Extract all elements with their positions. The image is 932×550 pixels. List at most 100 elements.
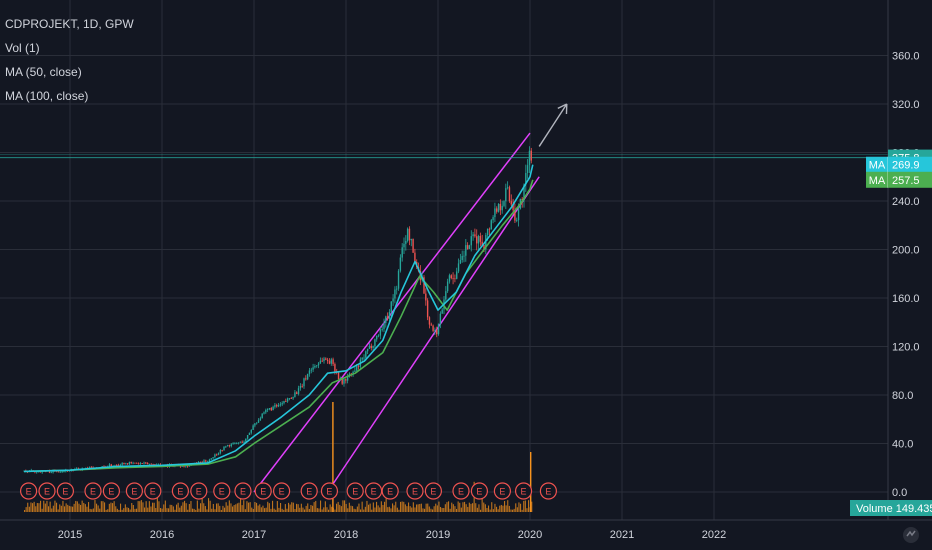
volume-bar [510,509,512,512]
volume-bar [390,508,392,512]
candle-body [245,438,247,442]
candle-body [243,441,245,443]
symbol-title[interactable]: CDPROJEKT, 1D, GPW [5,17,134,31]
indicator-ma50[interactable]: MA (50, close) [5,65,82,79]
volume-bar [254,501,256,512]
arrow-head [557,103,568,110]
volume-bar [32,503,34,512]
volume-bar [57,509,59,512]
volume-bar [388,506,390,512]
volume-bar [228,500,230,512]
volume-bar [414,507,416,512]
volume-bar [347,508,349,512]
volume-bar [51,508,53,512]
earnings-marker-icon[interactable] [346,482,364,500]
candle-body [526,165,529,174]
earnings-marker-icon[interactable] [452,482,470,500]
earnings-marker-icon[interactable] [20,482,38,500]
volume-bar [451,502,453,512]
earnings-marker-icon[interactable] [254,482,272,500]
tradingview-logo-icon[interactable] [902,526,920,544]
time-tick-label: 2017 [242,529,266,541]
projection-arrow-icon[interactable] [538,103,568,147]
volume-bar [401,501,403,512]
candle-body [366,348,369,352]
earnings-marker-label: E [521,487,527,497]
volume-bar [30,502,32,512]
volume-bar [134,508,136,512]
earnings-marker-icon[interactable] [102,482,121,500]
channel-lower-line[interactable] [326,176,540,493]
earnings-marker-icon[interactable] [424,482,442,500]
volume-bar [292,502,294,512]
earnings-marker-icon[interactable] [300,482,318,500]
volume-bar [328,509,330,512]
volume-bar [131,502,133,512]
volume-bar [113,501,115,512]
trend-channel[interactable] [0,103,888,493]
earnings-marker-icon[interactable] [234,482,252,500]
volume-bar [251,507,253,512]
channel-upper-line[interactable] [253,132,531,493]
candle-body [203,460,205,463]
volume-bar [91,509,93,512]
volume-bar [105,509,107,512]
volume-bar [92,508,94,512]
candle-body [368,345,371,349]
volume-bar [222,505,224,512]
earnings-marker-icon[interactable] [56,482,75,500]
candle-body [103,466,105,467]
earnings-marker-icon[interactable] [38,482,56,500]
volume-bar [203,503,205,512]
volume-bar [97,505,99,512]
earnings-marker-icon[interactable] [84,482,102,500]
candle-body [250,429,252,433]
earnings-marker-icon[interactable] [470,482,488,500]
earnings-marker-icon[interactable] [125,482,143,500]
indicator-volume[interactable]: Vol (1) [5,41,40,55]
volume-bar [89,508,91,512]
earnings-marker-icon[interactable] [514,482,533,500]
candle-body [468,245,471,249]
candle-body [290,398,292,399]
volume-bar [184,500,186,512]
volume-bar [396,507,398,512]
earnings-marker-label: E [90,487,96,497]
volume-bar [246,501,248,512]
volume-bar [179,507,181,512]
volume-bar [59,504,61,512]
earnings-marker-icon[interactable] [381,482,399,500]
earnings-marker-icon[interactable] [406,482,424,500]
earnings-marker-icon[interactable] [273,482,291,500]
earnings-marker-icon[interactable] [190,482,208,500]
indicator-ma100[interactable]: MA (100, close) [5,89,89,103]
candle-body [181,466,183,467]
volume-bar [217,503,219,512]
candle-body [365,351,367,358]
earnings-marker-icon[interactable] [144,482,162,500]
volume-bar [68,505,70,512]
price-tick-label: 360.0 [892,51,920,63]
earnings-marker-icon[interactable] [320,482,339,500]
candle-body [516,220,518,221]
earnings-marker-icon[interactable] [539,482,558,500]
candle-body [306,373,309,380]
candle-body [145,462,147,464]
earnings-marker-icon[interactable] [493,482,511,500]
earnings-marker-icon[interactable] [171,482,189,500]
candle-body [328,361,331,364]
volume-bar [516,507,518,512]
volume-bar [491,502,493,512]
volume-bar [46,500,48,512]
candle-body [237,442,240,444]
earnings-marker-label: E [196,487,202,497]
candle-body [434,330,436,331]
earnings-marker-icon[interactable] [213,482,231,500]
volume-bar [64,506,66,512]
volume-bar [448,501,450,512]
time-axis[interactable]: 2015 2016 2017 2018 2019 2020 2021 2022 [0,519,932,541]
candle-body [326,359,329,362]
candle-body [372,346,374,349]
